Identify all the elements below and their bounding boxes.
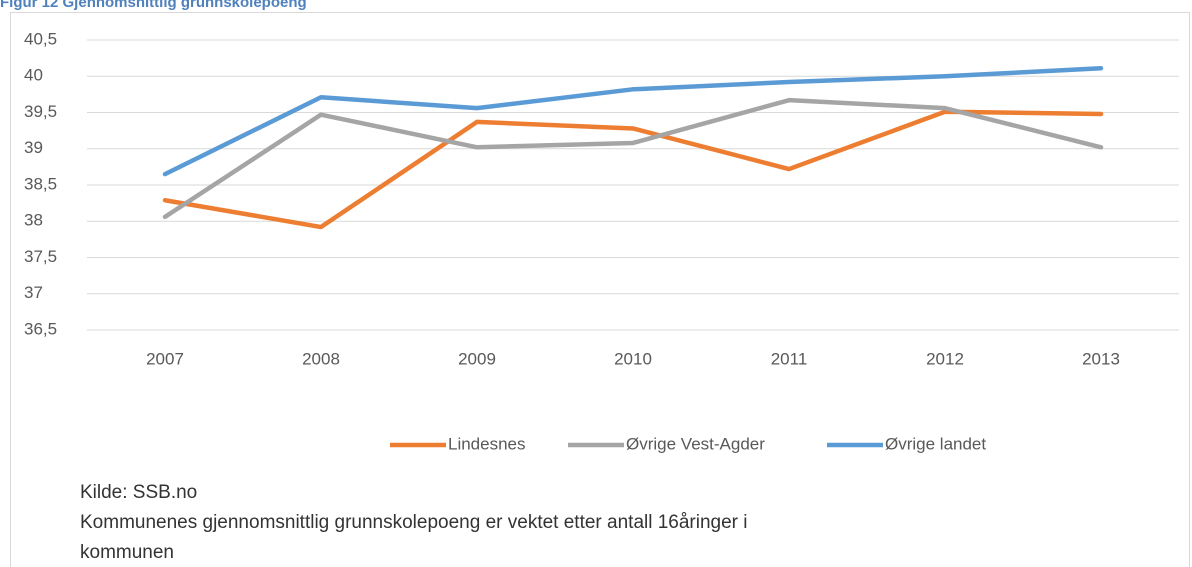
chart-title: Figur 12 Gjennomsnittlig grunnskolepoeng: [0, 0, 307, 11]
x-tick-label: 2010: [614, 349, 652, 368]
legend-label: Øvrige landet: [885, 434, 986, 453]
x-tick-label: 2007: [146, 349, 184, 368]
x-tick-label: 2011: [771, 349, 808, 368]
x-tick-label: 2009: [458, 349, 496, 368]
series-line: [162, 97, 1104, 220]
footnote: Kilde: SSB.no: [80, 482, 197, 503]
y-tick-label: 36,5: [24, 319, 57, 338]
y-tick-label: 37: [24, 283, 43, 302]
x-tick-label: 2012: [926, 349, 964, 368]
y-tick-label: 40,5: [24, 29, 57, 48]
y-tick-label: 39,5: [24, 102, 57, 121]
series-line: [162, 66, 1104, 177]
legend-label: Lindesnes: [448, 434, 526, 453]
legend-label: Øvrige Vest-Agder: [626, 434, 765, 453]
y-tick-label: 37,5: [24, 247, 57, 266]
x-tick-label: 2008: [302, 349, 340, 368]
y-tick-label: 39: [24, 138, 43, 157]
series-line: [162, 109, 1104, 230]
chart-border: [10, 12, 1190, 567]
x-tick-label: 2013: [1082, 349, 1120, 368]
footnote: Kommunenes gjennomsnittlig grunnskolepoe…: [80, 512, 748, 533]
footnote: kommunen: [80, 542, 174, 563]
y-tick-label: 38,5: [24, 174, 57, 193]
y-tick-label: 38: [24, 211, 43, 230]
y-tick-label: 40: [24, 66, 43, 85]
